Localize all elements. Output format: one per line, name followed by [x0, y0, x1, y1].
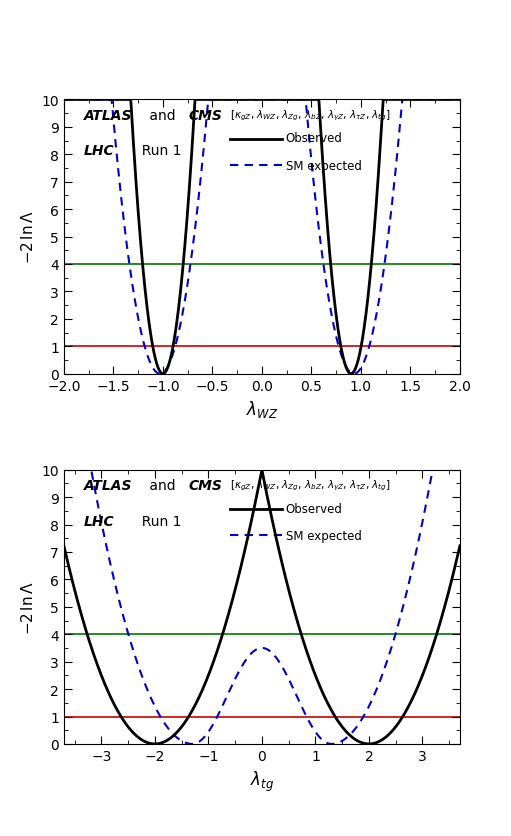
Text: and: and	[145, 109, 180, 123]
Text: LHC: LHC	[84, 144, 114, 158]
Text: Observed: Observed	[286, 132, 342, 145]
Text: ATLAS: ATLAS	[84, 478, 132, 492]
Y-axis label: $-2\,\ln\Lambda$: $-2\,\ln\Lambda$	[20, 580, 36, 634]
Text: [$\kappa_{gZ}$, $\lambda_{WZ}$, $\lambda_{Zg}$, $\lambda_{bZ}$, $\lambda_{\gamma: [$\kappa_{gZ}$, $\lambda_{WZ}$, $\lambda…	[230, 109, 391, 123]
Text: SM expected: SM expected	[286, 529, 361, 543]
X-axis label: $\lambda_{WZ}$: $\lambda_{WZ}$	[246, 399, 278, 420]
Y-axis label: $-2\,\ln\Lambda$: $-2\,\ln\Lambda$	[20, 211, 36, 264]
Text: Observed: Observed	[286, 502, 342, 515]
Text: and: and	[145, 478, 180, 492]
X-axis label: $\lambda_{tg}$: $\lambda_{tg}$	[250, 768, 274, 793]
Text: LHC: LHC	[84, 514, 114, 528]
Text: CMS: CMS	[189, 109, 222, 123]
Text: CMS: CMS	[189, 478, 222, 492]
Text: ATLAS: ATLAS	[84, 109, 132, 123]
Text: [$\kappa_{gZ}$, $\lambda_{WZ}$, $\lambda_{Zg}$, $\lambda_{bZ}$, $\lambda_{\gamma: [$\kappa_{gZ}$, $\lambda_{WZ}$, $\lambda…	[230, 478, 391, 492]
Text: Run 1: Run 1	[133, 514, 182, 528]
Text: SM expected: SM expected	[286, 160, 361, 172]
Text: Run 1: Run 1	[133, 144, 182, 158]
